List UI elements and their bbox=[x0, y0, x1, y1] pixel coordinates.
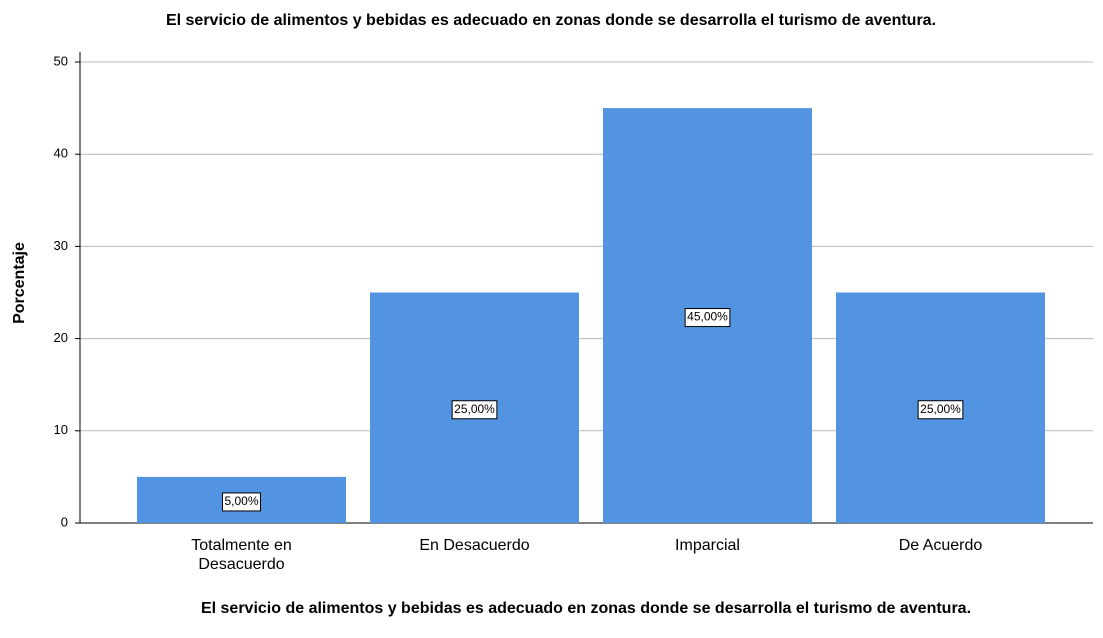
y-tick-label: 50 bbox=[54, 53, 68, 68]
data-label: 5,00% bbox=[224, 494, 258, 508]
y-axis-title: Porcentaje bbox=[11, 242, 28, 324]
y-tick-label: 20 bbox=[54, 330, 68, 345]
data-label-box bbox=[221, 492, 262, 512]
y-tick-label: 40 bbox=[54, 146, 68, 161]
x-tick-label: En Desacuerdo bbox=[419, 537, 530, 554]
y-tick-label: 0 bbox=[61, 514, 68, 529]
data-label: 45,00% bbox=[687, 310, 728, 324]
data-label-box bbox=[451, 400, 498, 420]
data-label: 25,00% bbox=[920, 402, 961, 416]
data-label-box bbox=[684, 308, 731, 328]
data-label-box bbox=[917, 400, 964, 420]
x-axis-title: El servicio de alimentos y bebidas es ad… bbox=[200, 600, 972, 617]
y-tick-label: 30 bbox=[54, 238, 68, 253]
y-tick-label: 10 bbox=[54, 422, 68, 437]
chart-title: El servicio de alimentos y bebidas es ad… bbox=[166, 12, 936, 29]
x-tick-label: Imparcial bbox=[675, 537, 740, 554]
x-tick-label: Totalmente en Desacuerdo bbox=[191, 537, 292, 573]
data-label: 25,00% bbox=[454, 402, 495, 416]
x-tick-label: De Acuerdo bbox=[898, 537, 983, 554]
